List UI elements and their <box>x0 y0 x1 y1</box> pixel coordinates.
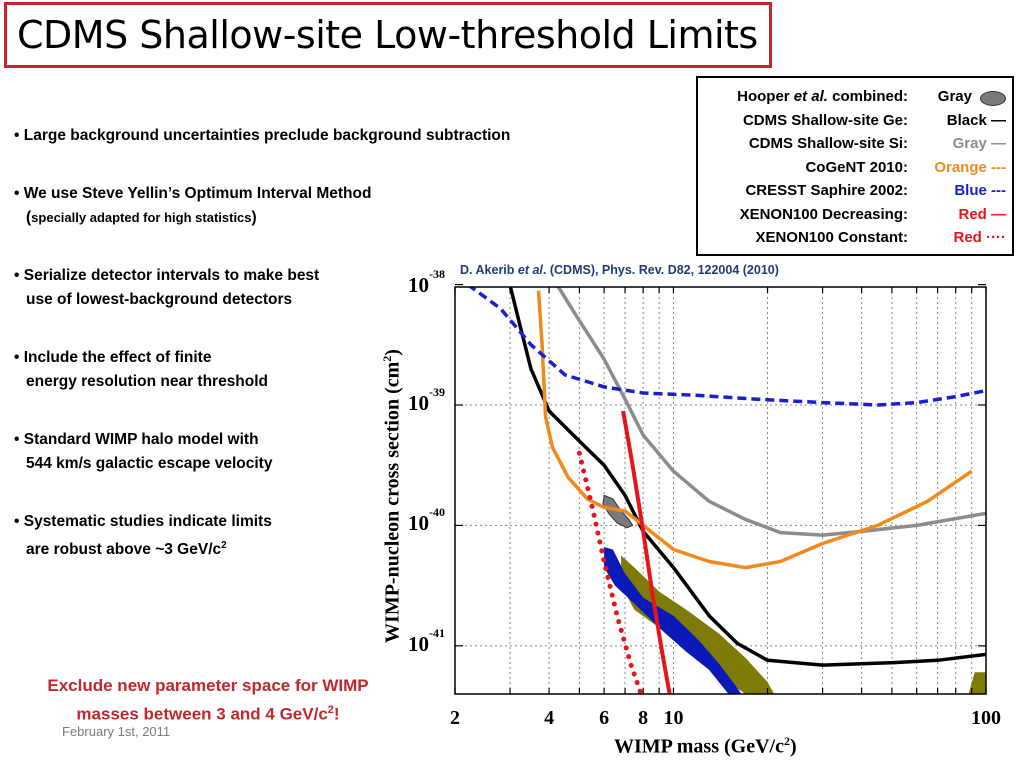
y-tick-base: 10 <box>408 273 429 297</box>
legend-value: Gray <box>937 88 972 105</box>
legend-row: CDMS Shallow-site Ge: Black — <box>698 110 1012 133</box>
bullet-continuation: 544 km/s galactic escape velocity <box>26 455 273 472</box>
bullet-continuation: use of lowest-background detectors <box>26 291 293 308</box>
legend-label-em: et al. <box>793 88 828 105</box>
paren-open: ( <box>26 209 32 226</box>
bullet-continuation: are robust above ~3 GeV/c2 <box>14 534 272 562</box>
bullet-item: • Include the effect of finite energy re… <box>14 346 268 394</box>
y-tick-base: 10 <box>408 391 429 415</box>
series-line <box>468 287 986 407</box>
legend-value: Black — <box>946 111 1006 129</box>
bullet-text: • Large background uncertainties preclud… <box>14 127 511 144</box>
band-region <box>621 555 775 694</box>
x-tick-label: 8 <box>638 707 649 729</box>
legend-value: Red ···· <box>953 229 1007 246</box>
legend-value: Red — <box>958 205 1006 223</box>
legend-row: CoGeNT 2010: Orange --- <box>698 157 1012 180</box>
bullet-continuation: (specially adapted for high statistics) <box>14 206 371 230</box>
bullet-text: • We use Steve Yellin’s Optimum Interval… <box>14 185 372 202</box>
paren-close: ) <box>251 209 257 226</box>
y-tick-label: 10-39 <box>408 385 445 416</box>
y-tick-base: 10 <box>408 511 429 536</box>
y-tick-exponent: -40 <box>429 505 445 520</box>
citation-ref: . (CDMS), Phys. Rev. D82, 122004 (2010) <box>542 263 779 277</box>
bullet-text: • Include the effect of finite <box>14 349 212 366</box>
legend-value: Orange --- <box>934 158 1006 176</box>
slide-title: CDMS Shallow-site Low-threshold Limits <box>17 13 758 57</box>
plot-frame <box>454 286 987 695</box>
legend-label: Hooper et al. combined: <box>737 88 908 105</box>
y-tick-exponent: -38 <box>429 267 445 281</box>
y-axis-label: WIMP-nucleon cross section (cm2) <box>380 349 405 643</box>
superscript: 2 <box>380 355 394 362</box>
legend-row: CDMS Shallow-site Si: Gray — <box>698 133 1012 156</box>
citation-authors: D. Akerib <box>460 263 518 277</box>
y-tick-exponent: -41 <box>429 625 445 640</box>
x-axis-label: WIMP mass (GeV/c2) <box>614 734 797 759</box>
legend-label: XENON100 Constant: <box>755 229 908 246</box>
gray-ellipse-swatch <box>980 91 1006 106</box>
bullet-text: • Systematic studies indicate limits <box>14 513 272 530</box>
x-tick-label: 2 <box>450 707 460 729</box>
footer-date: February 1st, 2011 <box>62 724 171 739</box>
series-line <box>621 410 672 694</box>
legend-label: CDMS Shallow-site Si: <box>748 135 908 152</box>
conclusion-line-text: masses between 3 and 4 GeV/c <box>76 704 328 724</box>
x-tick-label: 4 <box>544 707 555 729</box>
y-tick-label: 10-38 <box>408 267 445 298</box>
band-region <box>604 547 742 694</box>
y-tick-label: 10-41 <box>408 626 445 657</box>
y-axis-label-text: WIMP-nucleon cross section (cm <box>381 361 404 643</box>
legend-row: CRESST Saphire 2002: Blue --- <box>698 180 1012 203</box>
band-region <box>968 672 986 694</box>
title-box: CDMS Shallow-site Low-threshold Limits <box>4 2 772 68</box>
superscript: 2 <box>327 704 334 716</box>
y-tick-base: 10 <box>408 631 429 656</box>
x-axis-label-tail: ) <box>789 735 797 758</box>
series-line <box>508 287 986 667</box>
legend-value: Gray — <box>952 135 1006 152</box>
citation-etal: et al <box>517 263 543 277</box>
legend-label: CoGeNT 2010: <box>805 158 908 176</box>
superscript: 2 <box>221 540 227 551</box>
superscript: 2 <box>783 734 790 748</box>
bullet-text: • Standard WIMP halo model with <box>14 431 259 448</box>
legend-label: CDMS Shallow-site Ge: <box>742 111 908 129</box>
x-tick-label: 10 <box>663 707 684 729</box>
conclusion-tail: ! <box>333 704 340 724</box>
bullet-text: • Serialize detector intervals to make b… <box>14 267 320 284</box>
bullet-item: • Standard WIMP halo model with 544 km/s… <box>14 428 272 476</box>
bullet-item: • Large background uncertainties preclud… <box>14 124 510 148</box>
legend-value: Blue --- <box>954 182 1006 199</box>
x-tick-label: 6 <box>599 707 610 729</box>
conclusion-text: Exclude new parameter space for WIMP mas… <box>10 674 406 727</box>
legend-row: XENON100 Constant: Red ···· <box>698 227 1012 250</box>
bullet-item: • Serialize detector intervals to make b… <box>14 264 319 312</box>
citation: D. Akerib et al. (CDMS), Phys. Rev. D82,… <box>460 263 779 277</box>
legend-row: XENON100 Decreasing: Red — <box>698 204 1012 227</box>
series-line <box>576 450 644 694</box>
legend-row: Hooper et al. combined: Gray <box>698 86 1012 109</box>
bullet-item: • We use Steve Yellin’s Optimum Interval… <box>14 182 371 230</box>
conclusion-line: masses between 3 and 4 GeV/c2! <box>10 698 406 727</box>
y-axis-label-tail: ) <box>381 348 404 356</box>
legend-label: CRESST Saphire 2002: <box>745 182 908 199</box>
conclusion-line: Exclude new parameter space for WIMP <box>47 676 369 695</box>
x-tick-label: 100 <box>971 707 1001 729</box>
bullet-small-text: specially adapted for high statistics <box>31 210 252 225</box>
y-tick-exponent: -39 <box>429 385 445 399</box>
y-tick-label: 10-40 <box>408 505 445 536</box>
legend-box: Hooper et al. combined: Gray CDMS Shallow-… <box>696 76 1014 256</box>
x-axis-label-text: WIMP mass (GeV/c <box>614 735 784 758</box>
bullet-cont-text: are robust above ~3 GeV/c <box>26 541 222 559</box>
legend-label: XENON100 Decreasing: <box>739 205 908 223</box>
bullet-item: • Systematic studies indicate limits are… <box>14 510 272 562</box>
bullet-continuation: energy resolution near threshold <box>26 373 269 390</box>
